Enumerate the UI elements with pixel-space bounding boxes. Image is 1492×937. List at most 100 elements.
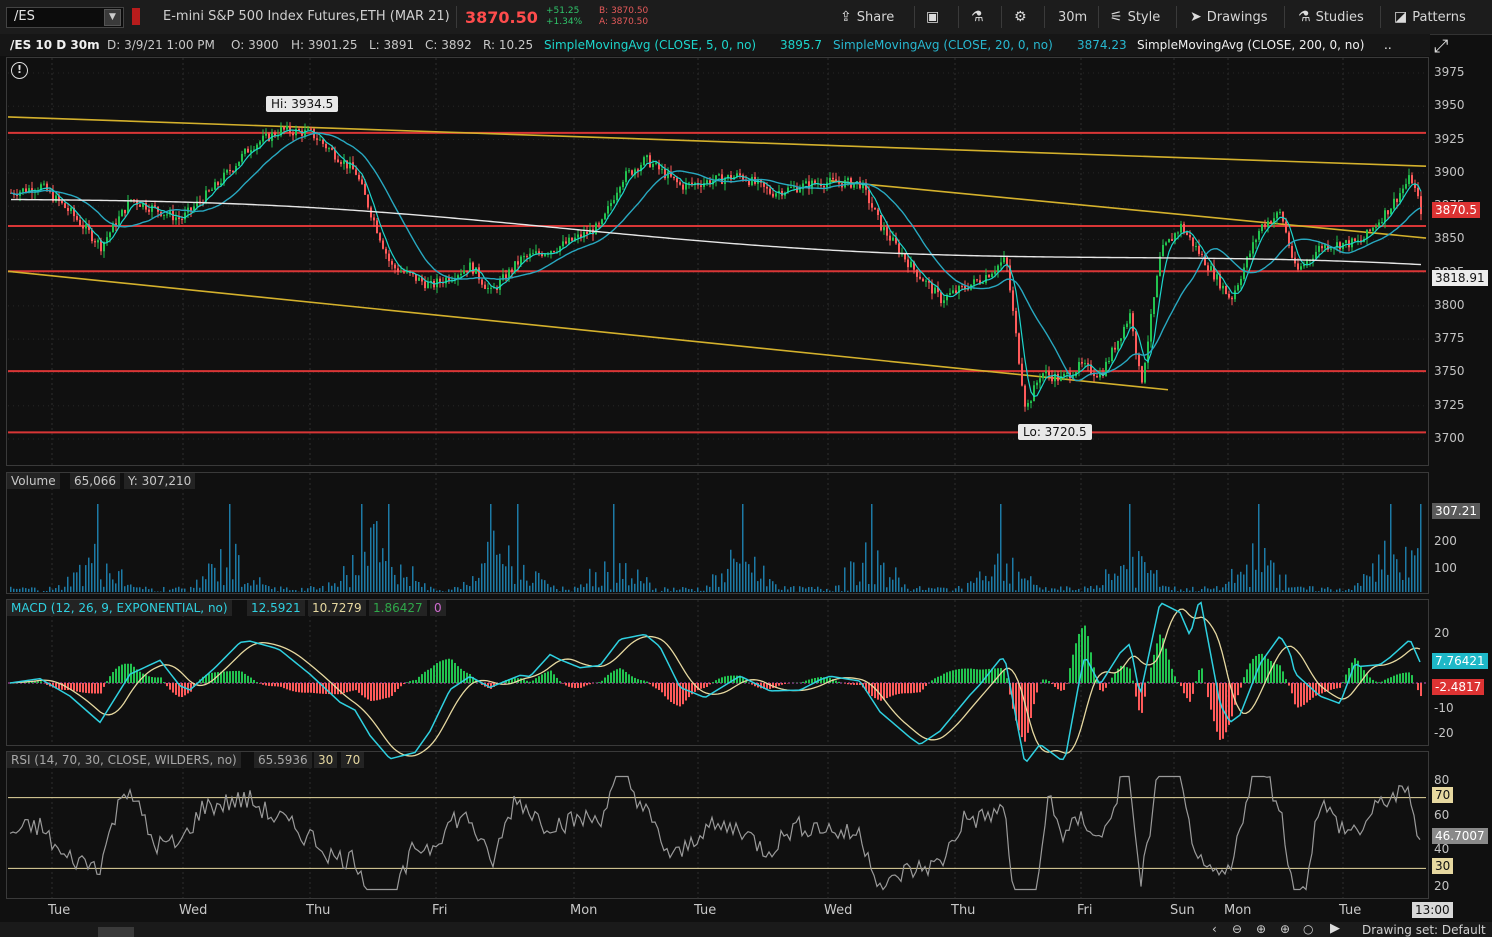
macd-histogram-bar — [1099, 683, 1101, 690]
macd-histogram-bar — [1315, 683, 1317, 696]
candle-body — [352, 162, 354, 170]
candle-body — [1336, 242, 1338, 248]
macd-histogram-bar — [463, 671, 465, 683]
share-button[interactable]: ⇪ Share — [840, 7, 894, 27]
volume-bar — [667, 588, 669, 592]
volume-bar — [148, 589, 150, 592]
macd-histogram-bar — [400, 683, 402, 687]
volume-bar — [781, 589, 783, 592]
volume-bar — [673, 587, 675, 592]
candle-body — [490, 287, 492, 289]
candle-body — [1063, 373, 1065, 377]
flask-button[interactable]: ⚗ — [971, 7, 984, 27]
volume-bar — [361, 504, 363, 592]
sma200-tag: 3818.91 — [1432, 270, 1488, 286]
drawings-button[interactable]: ➤ Drawings — [1190, 7, 1268, 27]
macd-histogram-bar — [1291, 683, 1293, 694]
settings-button[interactable]: ⚙ — [1014, 7, 1027, 27]
volume-bar — [73, 572, 75, 592]
macd-histogram-bar — [829, 677, 831, 683]
expand-icon[interactable]: ⤢ — [1434, 36, 1449, 57]
volume-bar — [1408, 577, 1410, 592]
sma200-label[interactable]: SimpleMovingAvg (CLOSE, 200, 0, no) — [1137, 38, 1365, 52]
instrument-description: E-mini S&P 500 Index Futures,ETH (MAR 21… — [163, 9, 450, 24]
volume-bar — [499, 553, 501, 592]
candle-body — [1264, 224, 1266, 228]
macd-histogram-bar — [205, 674, 207, 683]
volume-bar — [853, 562, 855, 592]
macd-histogram-bar — [1207, 683, 1209, 698]
macd-histogram-bar — [1306, 683, 1308, 703]
volume-bar — [676, 590, 678, 592]
volume-bar — [1282, 590, 1284, 592]
volume-bar — [1288, 587, 1290, 592]
candle-body — [937, 287, 939, 293]
volume-bar — [454, 586, 456, 592]
candle-body — [331, 148, 333, 150]
divider — [914, 6, 915, 28]
macd-histogram-bar — [970, 668, 972, 683]
macd-histogram-bar — [895, 683, 897, 695]
alert-icon[interactable]: ! — [11, 62, 28, 79]
sma20-label[interactable]: SimpleMovingAvg (CLOSE, 20, 0, no) — [833, 38, 1053, 52]
patterns-button[interactable]: ◪ Patterns — [1394, 7, 1466, 27]
candle-body — [904, 253, 906, 260]
macd-histogram-bar — [415, 679, 417, 683]
volume-bar — [556, 588, 558, 592]
volume-bar — [349, 587, 351, 592]
macd-histogram-bar — [1132, 680, 1134, 683]
style-button[interactable]: ⚟ Style — [1110, 7, 1160, 27]
candle-body — [598, 223, 600, 225]
candle-body — [511, 269, 513, 272]
symbol-input[interactable] — [6, 7, 124, 28]
volume-bar — [877, 550, 879, 592]
volume-bar — [37, 590, 39, 592]
volume-bar — [376, 521, 378, 592]
volume-bar — [439, 590, 441, 592]
macd-histogram-bar — [88, 683, 90, 694]
candle-body — [700, 185, 702, 187]
macd-histogram-bar — [1093, 667, 1095, 683]
play-icon[interactable]: ▶ — [1330, 921, 1340, 936]
candle-body — [283, 127, 285, 130]
volume-bar — [520, 579, 522, 592]
candle-body — [604, 213, 606, 220]
candle-body — [541, 253, 543, 257]
zoom-fit-icon[interactable]: ⊕ — [1280, 922, 1291, 936]
volume-bar — [973, 582, 975, 592]
candle-body — [238, 161, 240, 166]
drawing-set-label[interactable]: Drawing set: Default — [1362, 923, 1486, 937]
rsi-value: 65.5936 — [254, 752, 312, 768]
macd-histogram-bar — [151, 677, 153, 683]
flag-icon[interactable] — [132, 8, 140, 25]
zoom-out-icon[interactable]: ⊖ — [1232, 922, 1243, 936]
candle-body — [85, 224, 87, 229]
sma5-label[interactable]: SimpleMovingAvg (CLOSE, 5, 0, no) — [544, 38, 757, 52]
candle-body — [934, 287, 936, 294]
volume-bar — [532, 582, 534, 592]
scroll-left-icon[interactable]: ‹ — [1212, 922, 1217, 936]
volume-bar — [1048, 590, 1050, 592]
studies-button[interactable]: ⚗ Studies — [1298, 7, 1364, 27]
screenshot-button[interactable]: ▣ — [926, 7, 939, 27]
symbol-dropdown-button[interactable]: ▼ — [104, 9, 121, 26]
drawings-label: Drawings — [1206, 9, 1268, 25]
macd-histogram-bar — [964, 668, 966, 683]
candle-body — [535, 251, 537, 254]
candle-body — [76, 216, 78, 220]
volume-bar — [580, 584, 582, 592]
macd-histogram-bar — [1243, 677, 1245, 683]
volume-bar — [679, 589, 681, 592]
macd-histogram-bar — [859, 683, 861, 685]
style-label: Style — [1127, 9, 1161, 25]
scroll-handle[interactable] — [98, 927, 134, 937]
timeframe-button[interactable]: 30m — [1058, 7, 1087, 27]
reset-icon[interactable]: ○ — [1303, 922, 1314, 936]
macd-histogram-bar — [1369, 677, 1371, 683]
volume-bar — [1009, 583, 1011, 592]
zoom-in-icon[interactable]: ⊕ — [1256, 922, 1267, 936]
candle-body — [586, 231, 588, 235]
candle-body — [1303, 264, 1305, 267]
macd-histogram-bar — [607, 674, 609, 683]
